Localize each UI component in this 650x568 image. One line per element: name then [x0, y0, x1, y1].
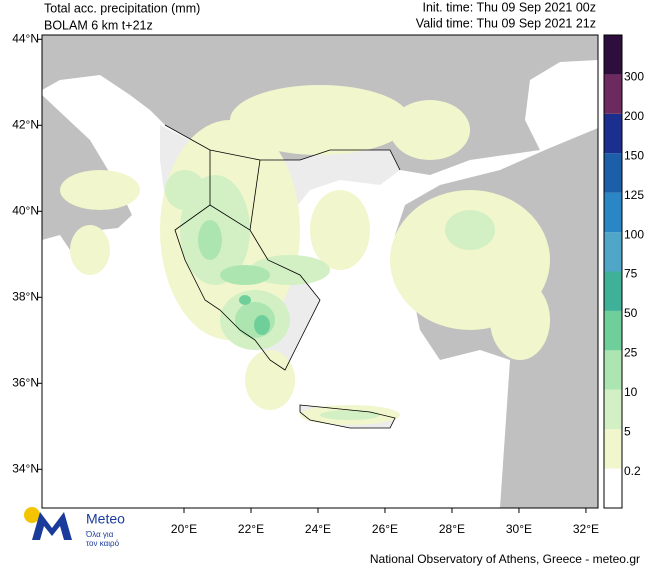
logo-sun — [24, 507, 40, 523]
colorbar-segment — [604, 350, 622, 390]
colorbar-segment — [604, 389, 622, 430]
lon-tick-label: 26°E — [372, 522, 398, 536]
lon-tick-label: 32°E — [573, 522, 599, 536]
colorbar-segment — [604, 74, 622, 114]
colorbar-segment — [604, 429, 622, 469]
colorbar-label: 300 — [624, 70, 644, 84]
lat-tick-label: 38°N — [12, 289, 39, 303]
colorbar-label: 200 — [624, 109, 644, 123]
lon-tick-label: 22°E — [238, 522, 264, 536]
colorbar-segment — [604, 310, 622, 351]
valid-time: Valid time: Thu 09 Sep 2021 21z — [416, 16, 596, 30]
title: Total acc. precipitation (mm) — [44, 1, 200, 15]
precip-25-50 — [239, 295, 270, 335]
lon-tick-label: 24°E — [305, 522, 331, 536]
colorbar-label: 75 — [624, 267, 638, 281]
map-frame — [41, 34, 599, 509]
logo-name: Meteo — [86, 511, 125, 527]
logo: Meteo Όλα για τον καιρό — [24, 507, 125, 548]
colorbar-label: 10 — [624, 385, 638, 399]
colorbar-label: 25 — [624, 346, 638, 360]
colorbar-segment — [604, 35, 622, 75]
colorbar-label: 5 — [624, 424, 631, 438]
colorbar-segment — [604, 192, 622, 233]
lon-tick-label: 20°E — [171, 522, 197, 536]
lat-tick-label: 40°N — [12, 203, 39, 217]
colorbar-frame — [603, 34, 623, 509]
colorbar-label: 150 — [624, 148, 644, 162]
lat-tick-label: 44°N — [12, 31, 39, 45]
lon-tick-label: 28°E — [439, 522, 465, 536]
lat-tick-label: 36°N — [12, 375, 39, 389]
precip-5-10 — [165, 170, 495, 420]
borders — [164, 124, 401, 429]
map-area — [42, 35, 598, 508]
init-time: Init. time: Thu 09 Sep 2021 00z — [423, 0, 597, 14]
precip-0.2-5 — [60, 85, 550, 425]
colorbar-segment — [604, 232, 622, 272]
lon-tick-label: 30°E — [506, 522, 532, 536]
footer: National Observatory of Athens, Greece -… — [370, 552, 640, 566]
colorbar-segment — [604, 468, 622, 508]
colorbar-label: 0.2 — [624, 464, 641, 478]
colorbar-segment — [604, 271, 622, 311]
model: BOLAM 6 km t+21z — [44, 18, 153, 32]
lat-tick-label: 34°N — [12, 461, 39, 475]
colorbar-label: 50 — [624, 306, 638, 320]
logo-m — [32, 512, 72, 540]
colorbar-segment — [604, 113, 622, 154]
logo-slogan: τον καιρό — [86, 539, 120, 548]
lat-tick-label: 42°N — [12, 117, 39, 131]
colorbar-label: 100 — [624, 227, 644, 241]
logo-slogan: Όλα για — [85, 530, 114, 539]
colorbar-label: 125 — [624, 188, 644, 202]
colorbar-segment — [604, 153, 622, 193]
